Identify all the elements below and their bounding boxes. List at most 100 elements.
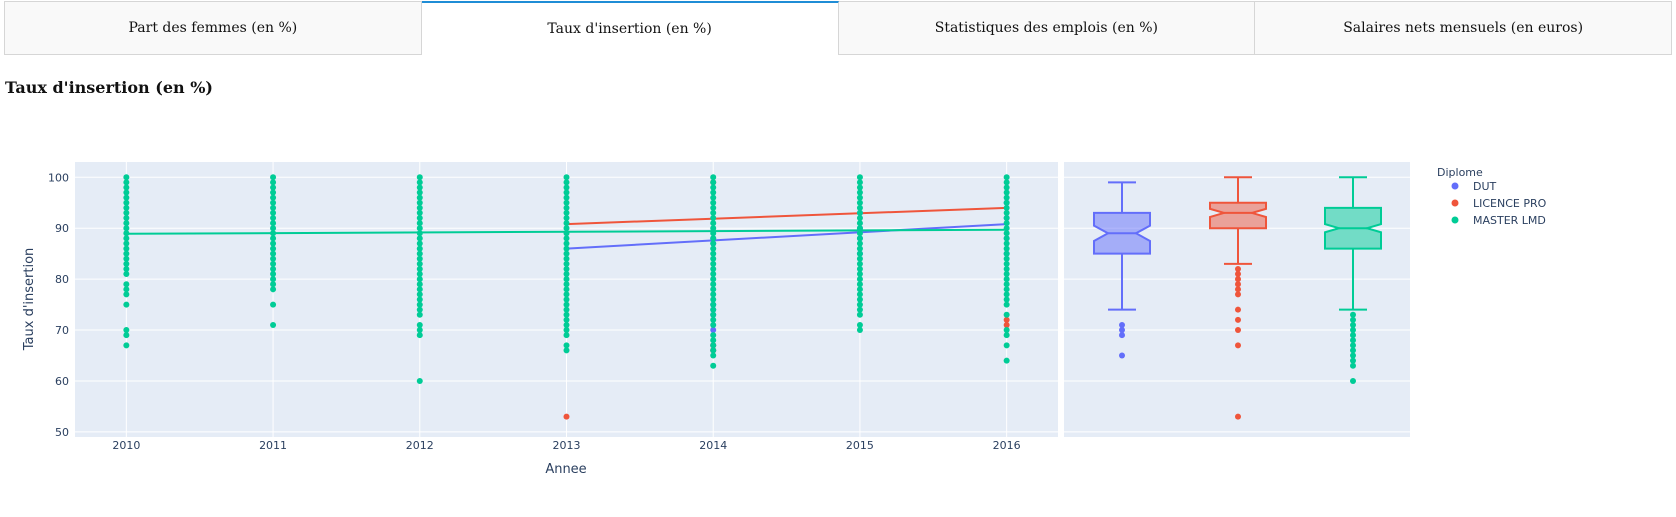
scatter-point-series-2 — [710, 316, 717, 323]
scatter-point-series-2 — [1003, 184, 1010, 191]
tab-taux-insertion[interactable]: Taux d'insertion (en %) — [421, 1, 839, 55]
scatter-point-series-2 — [710, 337, 717, 344]
scatter-point-series-2 — [416, 209, 423, 216]
x-tick-label: 2010 — [112, 439, 140, 452]
scatter-point-series-2 — [563, 225, 570, 232]
scatter-point-series-2 — [563, 265, 570, 272]
scatter-point-series-2 — [123, 199, 130, 206]
y-tick-label: 60 — [55, 375, 69, 388]
scatter-point-series-2 — [563, 255, 570, 262]
scatter-point-series-2 — [856, 194, 863, 201]
scatter-point-series-2 — [563, 230, 570, 237]
scatter-point-series-2 — [563, 311, 570, 318]
scatter-point-series-2 — [123, 204, 130, 211]
scatter-point-series-2 — [856, 260, 863, 267]
scatter-point-series-2 — [270, 194, 277, 201]
scatter-point-series-2 — [123, 194, 130, 201]
scatter-point-series-2 — [1003, 286, 1010, 293]
x-tick-label: 2013 — [553, 439, 581, 452]
box-outlier-series-2 — [1350, 321, 1356, 328]
scatter-point-series-2 — [563, 235, 570, 242]
scatter-point-series-2 — [123, 265, 130, 272]
scatter-point-series-2 — [123, 342, 130, 349]
tab-statistiques-emplois[interactable]: Statistiques des emplois (en %) — [838, 1, 1256, 55]
scatter-point-series-2 — [1003, 357, 1010, 364]
scatter-point-series-2 — [1003, 240, 1010, 247]
scatter-point-series-2 — [416, 271, 423, 278]
scatter-point-series-2 — [856, 265, 863, 272]
scatter-point-series-2 — [1003, 220, 1010, 227]
y-tick-label: 90 — [55, 222, 69, 235]
scatter-point-series-2 — [563, 321, 570, 328]
legend-label-series-0[interactable]: DUT — [1473, 180, 1497, 193]
scatter-point-series-2 — [270, 255, 277, 262]
scatter-point-series-2 — [856, 306, 863, 313]
box-outlier-series-2 — [1350, 357, 1356, 364]
scatter-point-series-2 — [563, 316, 570, 323]
scatter-point-series-2 — [270, 215, 277, 222]
y-tick-label: 50 — [55, 426, 69, 439]
scatter-point-series-2 — [563, 245, 570, 252]
scatter-point-series-2 — [123, 189, 130, 196]
scatter-point-series-2 — [416, 245, 423, 252]
box-outlier-series-1 — [1235, 316, 1241, 323]
scatter-point-series-1 — [1003, 316, 1010, 323]
scatter-point-series-2 — [416, 235, 423, 242]
scatter-point-series-2 — [416, 311, 423, 318]
scatter-point-series-2 — [563, 194, 570, 201]
scatter-point-series-2 — [710, 255, 717, 262]
scatter-point-series-2 — [856, 286, 863, 293]
scatter-point-series-2 — [710, 291, 717, 298]
scatter-point-series-2 — [1003, 327, 1010, 334]
scatter-point-series-2 — [416, 306, 423, 313]
scatter-point-series-2 — [1003, 189, 1010, 196]
tab-salaires-nets[interactable]: Salaires nets mensuels (en euros) — [1255, 1, 1672, 55]
x-tick-label: 2015 — [846, 439, 874, 452]
scatter-point-series-2 — [710, 174, 717, 181]
scatter-point-series-2 — [1003, 209, 1010, 216]
scatter-point-series-2 — [710, 240, 717, 247]
scatter-point-series-2 — [710, 230, 717, 237]
scatter-point-series-2 — [856, 215, 863, 222]
scatter-point-series-2 — [563, 204, 570, 211]
section-title: Taux d'insertion (en %) — [5, 78, 213, 97]
scatter-point-series-2 — [856, 301, 863, 308]
scatter-point-series-2 — [856, 189, 863, 196]
box-outlier-series-2 — [1350, 337, 1356, 344]
scatter-point-series-2 — [416, 255, 423, 262]
scatter-point-series-2 — [1003, 271, 1010, 278]
legend-label-series-2[interactable]: MASTER LMD — [1473, 214, 1546, 227]
y-tick-label: 80 — [55, 273, 69, 286]
scatter-point-series-2 — [856, 327, 863, 334]
box-outlier-series-1 — [1235, 413, 1241, 420]
scatter-point-series-2 — [856, 225, 863, 232]
scatter-point-series-2 — [123, 271, 130, 278]
scatter-point-series-2 — [416, 240, 423, 247]
scatter-point-series-2 — [416, 215, 423, 222]
scatter-point-series-2 — [563, 296, 570, 303]
box-outlier-series-2 — [1350, 362, 1356, 369]
box-outlier-series-1 — [1235, 306, 1241, 313]
scatter-point-series-2 — [710, 189, 717, 196]
scatter-point-series-2 — [270, 301, 277, 308]
scatter-point-series-2 — [563, 189, 570, 196]
legend-label-series-1[interactable]: LICENCE PRO — [1473, 197, 1547, 210]
scatter-point-series-2 — [1003, 311, 1010, 318]
scatter-point-series-2 — [416, 332, 423, 339]
scatter-point-series-2 — [856, 245, 863, 252]
scatter-point-series-2 — [856, 276, 863, 283]
box-outlier-series-1 — [1235, 265, 1241, 272]
tab-part-des-femmes[interactable]: Part des femmes (en %) — [4, 1, 422, 55]
scatter-point-series-2 — [710, 321, 717, 328]
scatter-point-series-2 — [416, 220, 423, 227]
scatter-point-series-2 — [416, 377, 423, 384]
scatter-point-series-2 — [1003, 276, 1010, 283]
box-outlier-series-2 — [1350, 342, 1356, 349]
scatter-point-series-2 — [563, 306, 570, 313]
y-tick-label: 70 — [55, 324, 69, 337]
legend-marker-series-2 — [1451, 216, 1459, 224]
scatter-point-series-2 — [416, 250, 423, 257]
scatter-point-series-2 — [710, 250, 717, 257]
scatter-point-series-2 — [710, 301, 717, 308]
